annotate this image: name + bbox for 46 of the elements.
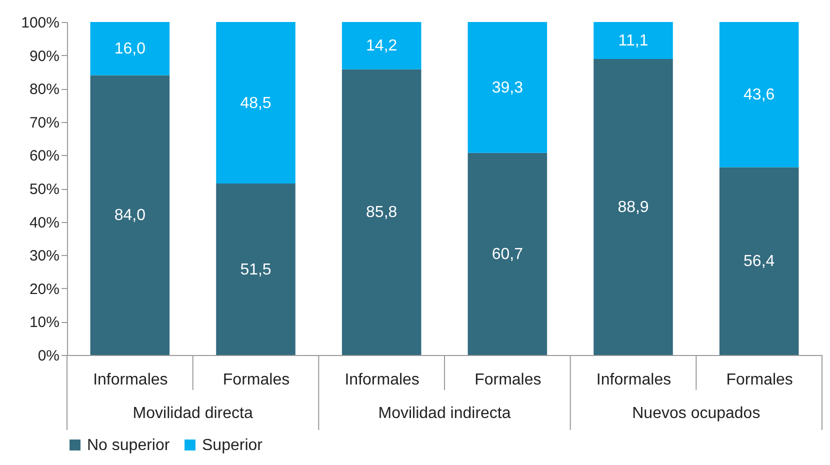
bar — [468, 22, 548, 153]
bar — [216, 22, 296, 184]
y-tick-label: 20% — [29, 280, 60, 298]
y-tick-label: 90% — [29, 48, 60, 65]
data-label: 16,0 — [114, 40, 146, 58]
text: Nuevos ocupados — [632, 405, 760, 422]
y-tick-label: 40% — [29, 214, 60, 232]
x-tick-label: Formales — [222, 372, 290, 388]
x-tick-label: Informales — [344, 372, 420, 388]
data-label: 51,5 — [240, 261, 272, 278]
data-label: 84,0 — [114, 207, 146, 224]
bar — [90, 22, 170, 76]
y-tick-label: 50% — [29, 181, 60, 198]
y-tick-label: 80% — [29, 81, 60, 98]
bar — [719, 167, 799, 355]
data-label: 85,8 — [366, 204, 398, 222]
y-tick-label: 60% — [29, 148, 60, 165]
bar — [216, 184, 296, 355]
bar — [342, 22, 422, 70]
bar — [719, 22, 799, 168]
bar — [90, 75, 170, 355]
bar — [594, 58, 673, 355]
x-tick-label: Informales — [93, 372, 168, 388]
legend-label: Superior — [202, 437, 264, 454]
data-label: 43,6 — [744, 86, 775, 104]
y-tick-label: 70% — [29, 114, 60, 132]
y-tick-label: 100% — [21, 14, 60, 32]
legend-label: No superior — [87, 437, 170, 454]
bar — [468, 152, 548, 355]
y-tick-label: 10% — [29, 314, 60, 332]
y-tick-label: 0% — [38, 348, 60, 364]
data-label: 11,1 — [618, 32, 648, 50]
x-tick-label: Informales — [596, 372, 672, 388]
x-tick-label: Formales — [726, 372, 793, 388]
text: Movilidad indirecta — [378, 405, 511, 422]
data-label: 56,4 — [744, 253, 775, 270]
bar — [342, 69, 422, 355]
x-tick-label: Formales — [474, 372, 542, 388]
data-label: 39,3 — [492, 79, 524, 96]
data-label: 88,9 — [618, 198, 649, 216]
data-label: 14,2 — [366, 38, 398, 55]
data-label: 60,7 — [492, 246, 524, 263]
data-label: 48,5 — [240, 94, 272, 112]
bar — [594, 22, 673, 59]
y-tick-label: 30% — [29, 248, 60, 265]
text: Movilidad directa — [132, 405, 253, 422]
